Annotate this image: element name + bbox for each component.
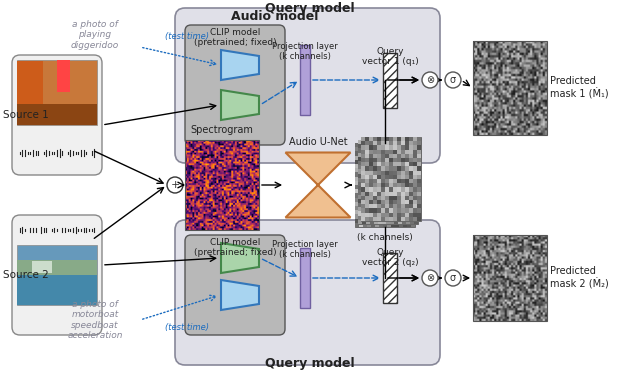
Circle shape [445,72,461,88]
Bar [383,253,397,303]
Bar [17,245,97,305]
Circle shape [422,270,438,286]
Text: Audio model: Audio model [231,10,319,23]
Text: Projection layer
(k channels): Projection layer (k channels) [272,42,338,62]
Polygon shape [221,50,259,80]
FancyBboxPatch shape [12,55,102,175]
Text: Query
vector 1 (q₁): Query vector 1 (q₁) [362,47,419,66]
Bar [17,60,97,125]
Bar [17,104,97,125]
Text: (k channels): (k channels) [357,233,413,242]
Bar [358,140,418,224]
Text: σ: σ [450,75,456,85]
Polygon shape [221,280,259,310]
Bar [32,261,52,273]
Text: CLIP model
(pretrained; fixed): CLIP model (pretrained; fixed) [194,28,276,48]
Text: Source 1: Source 1 [3,110,49,120]
Text: σ: σ [450,273,456,283]
Text: Query
vector 2 (q₂): Query vector 2 (q₂) [362,248,419,268]
Bar [300,45,310,115]
FancyBboxPatch shape [175,220,440,365]
Bar [57,60,70,92]
FancyBboxPatch shape [185,25,285,145]
Text: Source 2: Source 2 [3,270,49,280]
Text: ⊗: ⊗ [426,273,434,283]
Bar [355,143,415,227]
Bar [17,61,43,104]
Text: Spectrogram: Spectrogram [191,125,253,135]
Text: Audio U-Net: Audio U-Net [289,137,348,147]
Text: Query model: Query model [265,357,355,370]
Bar [383,52,397,108]
Text: Predicted
mask 1 (Ṁ₁): Predicted mask 1 (Ṁ₁) [550,76,609,100]
Polygon shape [285,152,351,217]
Circle shape [422,72,438,88]
Text: Projection layer
(k channels): Projection layer (k channels) [272,240,338,260]
Circle shape [167,177,183,193]
Bar [473,41,547,135]
Text: (test time): (test time) [165,32,209,41]
Text: a photo of
motorboat
speedboat
acceleration: a photo of motorboat speedboat accelerat… [67,300,123,340]
Polygon shape [221,243,259,273]
Bar [300,248,310,308]
Text: (test time): (test time) [165,323,209,332]
FancyBboxPatch shape [12,215,102,335]
Text: ⊗: ⊗ [426,75,434,85]
Circle shape [445,270,461,286]
Polygon shape [221,90,259,120]
Bar [17,260,97,275]
FancyBboxPatch shape [185,235,285,335]
Text: Predicted
mask 2 (Ṁ₂): Predicted mask 2 (Ṁ₂) [550,266,609,290]
Text: Query model: Query model [265,2,355,15]
Bar [473,235,547,321]
Bar [361,137,421,221]
Bar [17,275,97,305]
Text: CLIP model
(pretrained; fixed): CLIP model (pretrained; fixed) [194,238,276,257]
Bar [185,140,259,230]
Text: a photo of
playing
diggeridoo: a photo of playing diggeridoo [71,20,119,50]
Text: +: + [170,180,180,190]
FancyBboxPatch shape [175,8,440,163]
